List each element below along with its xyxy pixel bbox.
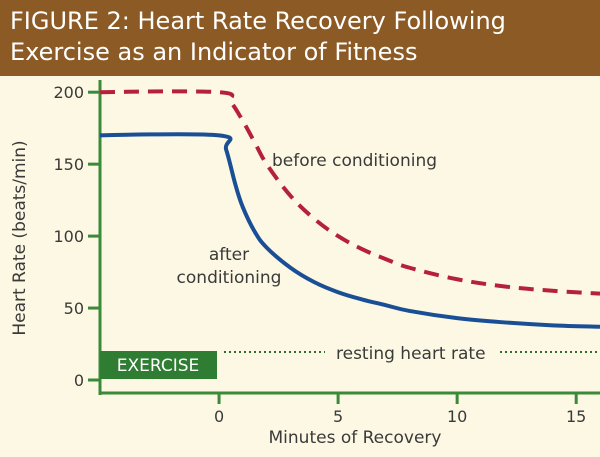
resting-heart-rate-label: resting heart rate	[336, 344, 486, 364]
x-tick-label: 5	[333, 407, 343, 426]
title-banner: FIGURE 2: Heart Rate Recovery Following …	[0, 0, 600, 76]
y-tick-label: 0	[74, 371, 84, 390]
axes-layer: 0 50 100 150 200 0 5 10 15	[53, 80, 600, 426]
exercise-box	[100, 351, 217, 379]
y-tick-label: 50	[64, 299, 84, 318]
annotation-layer: before conditioning after conditioning E…	[100, 151, 598, 379]
after-conditioning-label-line1: after	[209, 245, 249, 265]
x-tick-label: 10	[447, 407, 467, 426]
x-axis-label: Minutes of Recovery	[269, 428, 442, 448]
after-conditioning-label-line2: conditioning	[177, 268, 282, 288]
x-tick-label: 15	[566, 407, 586, 426]
series-layer	[99, 89, 600, 329]
before-conditioning-label: before conditioning	[272, 151, 437, 171]
series-before-conditioning	[99, 89, 600, 296]
x-tick-label: 0	[214, 407, 224, 426]
y-tick-label: 200	[53, 83, 84, 102]
exercise-label: EXERCISE	[117, 356, 200, 376]
y-tick-label: 150	[53, 155, 84, 174]
y-tick-label: 100	[53, 227, 84, 246]
chart-title: FIGURE 2: Heart Rate Recovery Following …	[10, 7, 506, 66]
y-axis-label: Heart Rate (beats/min)	[10, 140, 30, 335]
series-after-conditioning	[99, 132, 600, 329]
